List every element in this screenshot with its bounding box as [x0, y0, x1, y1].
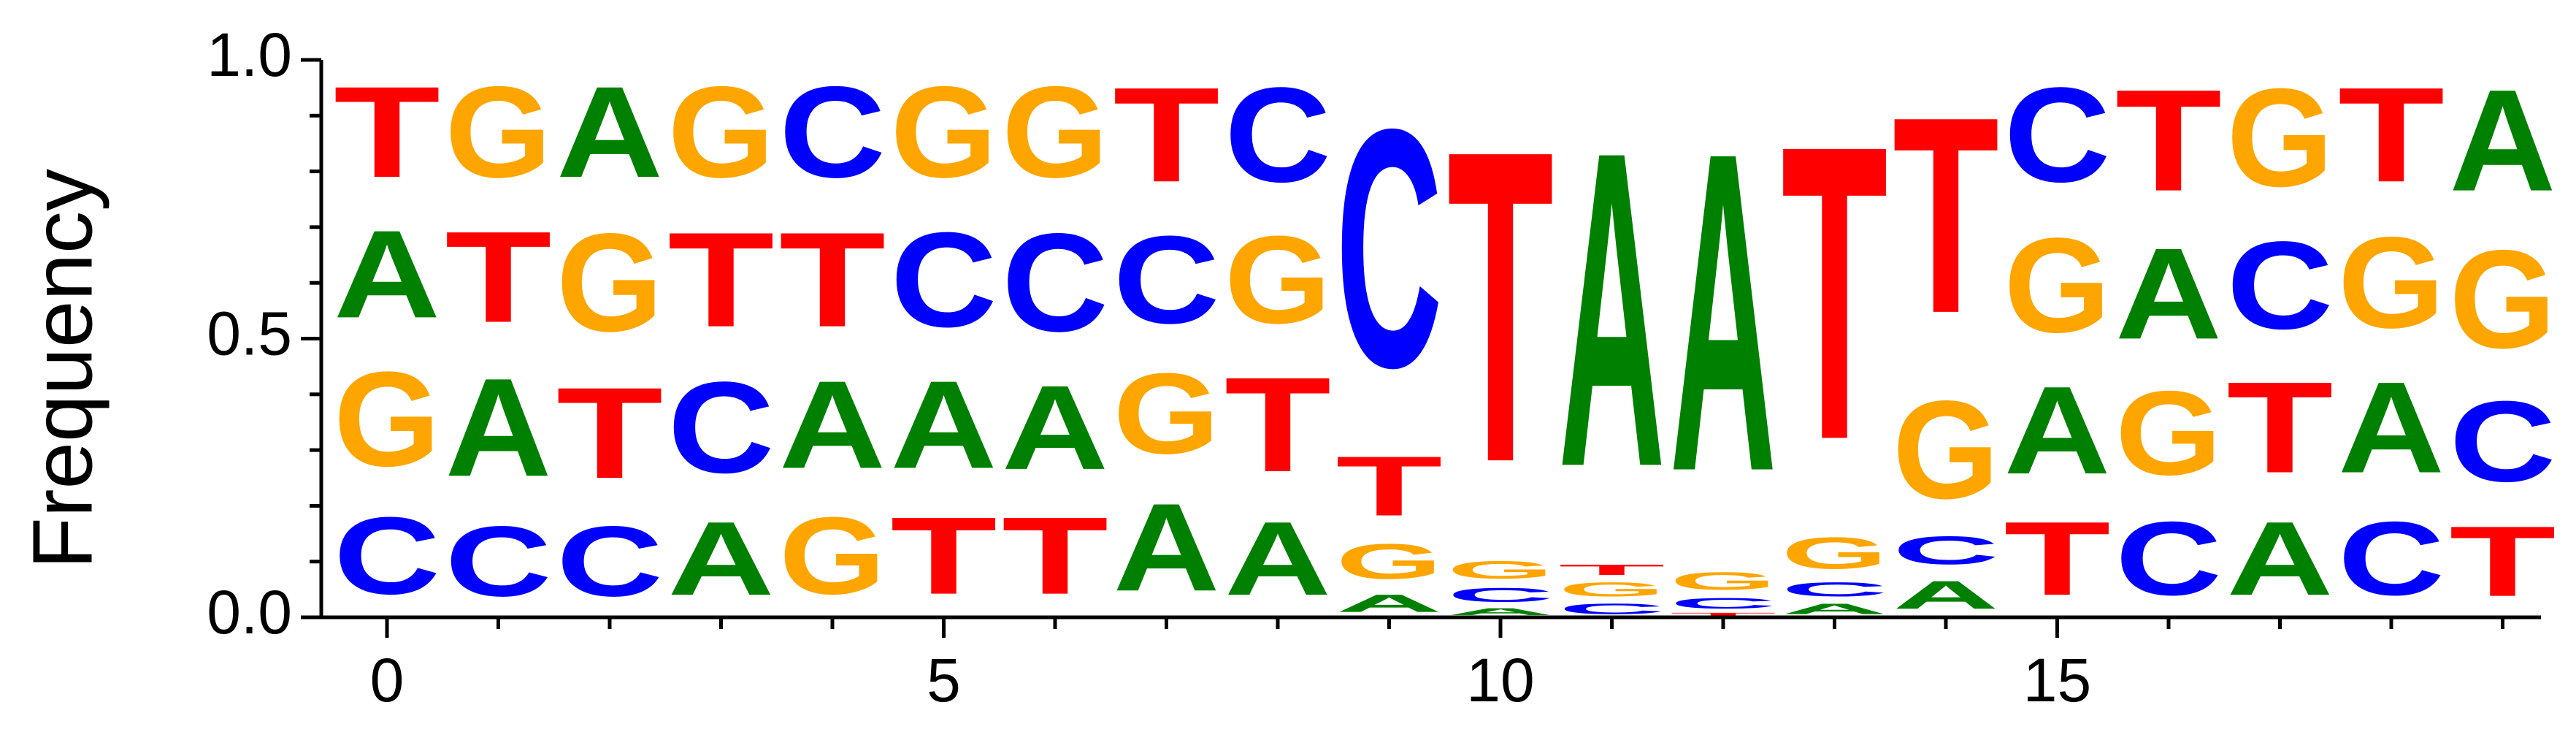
x-tick-label: 5: [927, 646, 961, 714]
logo-letter: C: [2450, 378, 2556, 506]
logo-letter: G: [1336, 533, 1443, 590]
logo-letter: C: [1113, 210, 1220, 350]
logo-letter: G: [1782, 528, 1888, 579]
logo-letter: C: [1224, 60, 1331, 210]
logo-letter: C: [1893, 528, 1999, 573]
logo-letter: T: [2338, 60, 2445, 210]
logo-letter: A: [2338, 356, 2445, 500]
logo-letter: G: [1893, 372, 1999, 528]
logo-letter: C: [1670, 595, 1776, 612]
logo-letter: A: [1113, 477, 1220, 617]
logo-letter: G: [1559, 579, 1665, 601]
logo-letter: G: [891, 59, 997, 205]
logo-letter: C: [2338, 500, 2445, 618]
logo-letter: C: [334, 495, 440, 617]
logo-letter: C: [1559, 601, 1665, 617]
logo-letter: C: [779, 60, 886, 205]
x-tick-label: 15: [2023, 646, 2091, 714]
logo-letter: A: [1002, 361, 1108, 495]
logo-letter: A: [334, 204, 440, 344]
logo-letter: A: [1670, 58, 1776, 566]
logo-letter: A: [2227, 500, 2334, 618]
logo-letter: A: [556, 60, 663, 205]
logo-letter: A: [1224, 500, 1331, 618]
logo-letter: G: [1670, 567, 1776, 595]
logo-letter: G: [1447, 556, 1554, 584]
x-tick-label: 10: [1466, 646, 1534, 714]
logo-letter: G: [1002, 59, 1108, 205]
logo-letter: C: [1782, 578, 1888, 601]
logo-letter: C: [1447, 584, 1554, 606]
logo-letter: T: [445, 204, 552, 349]
logo-letter: G: [1224, 210, 1331, 350]
logo-letter: A: [445, 349, 552, 506]
logo-letter: A: [2450, 60, 2556, 221]
y-tick-label: 0.5: [207, 300, 292, 368]
logo-letter: T: [1559, 562, 1665, 579]
logo-letter: T: [334, 59, 440, 205]
logo-letter: C: [2227, 215, 2334, 355]
logo-letter: T: [2450, 506, 2556, 617]
logo-letter: T: [1224, 350, 1331, 500]
logo-letter: A: [2115, 222, 2222, 367]
x-tick-label: 0: [370, 646, 405, 714]
logo-letter: C: [1002, 205, 1108, 361]
logo-letter: C: [2004, 60, 2111, 210]
logo-letter: C: [445, 506, 552, 617]
logo-letter: T: [1670, 611, 1776, 617]
logo-letter: T: [1893, 58, 1999, 371]
logo-letter: T: [779, 205, 886, 356]
logo-letter: G: [556, 205, 663, 361]
logo-letter: T: [1336, 438, 1443, 533]
logo-letter: G: [2338, 210, 2445, 355]
logo-letter: T: [556, 360, 663, 506]
logo-letter: A: [891, 354, 997, 495]
logo-letter: A: [1336, 590, 1443, 617]
logo-letter: T: [1447, 58, 1554, 556]
logo-letter: A: [1893, 573, 1999, 617]
logo-letter: A: [2004, 360, 2111, 500]
logo-letter: A: [1559, 58, 1665, 561]
axes: 0.0 0.5 1.0 0 5 10 15: [207, 20, 2541, 714]
logo-letter: C: [668, 356, 775, 500]
logo-letter: G: [445, 59, 552, 205]
logo-letter: T: [891, 495, 997, 617]
logo-letter: A: [1782, 601, 1888, 617]
y-tick-label: 0.0: [207, 578, 292, 647]
logo-letter: A: [668, 500, 775, 618]
logo-letter: T: [1782, 59, 1888, 527]
logo-letter: A: [779, 354, 886, 495]
logo-letter: A: [1447, 606, 1554, 617]
logo-letter: G: [779, 495, 886, 617]
y-axis-title: Frequency: [15, 169, 110, 569]
logo-letter: G: [2004, 210, 2111, 361]
logo-letter: G: [668, 59, 775, 205]
y-tick-label: 1.0: [207, 20, 292, 89]
logo-letter: C: [891, 205, 997, 356]
logo-letter: T: [1113, 60, 1220, 210]
logo-letter: T: [2004, 500, 2111, 617]
logo-letter: G: [1113, 349, 1220, 478]
logo-letter: C: [556, 506, 663, 617]
logo-letter: T: [2227, 354, 2334, 500]
logo-letter: T: [1002, 495, 1108, 617]
logo-letter: T: [2115, 59, 2222, 221]
logo-glyphs: CGATCATGCTGAACTGGATCTACGTACGAGCTATGCAGTC…: [334, 58, 2556, 618]
logo-letter: G: [2227, 60, 2334, 216]
logo-letter: G: [2450, 221, 2556, 378]
logo-letter: C: [1336, 59, 1443, 439]
logo-letter: C: [2115, 500, 2222, 618]
logo-letter: G: [2115, 366, 2222, 500]
logo-letter: T: [668, 205, 775, 356]
logo-letter: G: [334, 344, 440, 495]
